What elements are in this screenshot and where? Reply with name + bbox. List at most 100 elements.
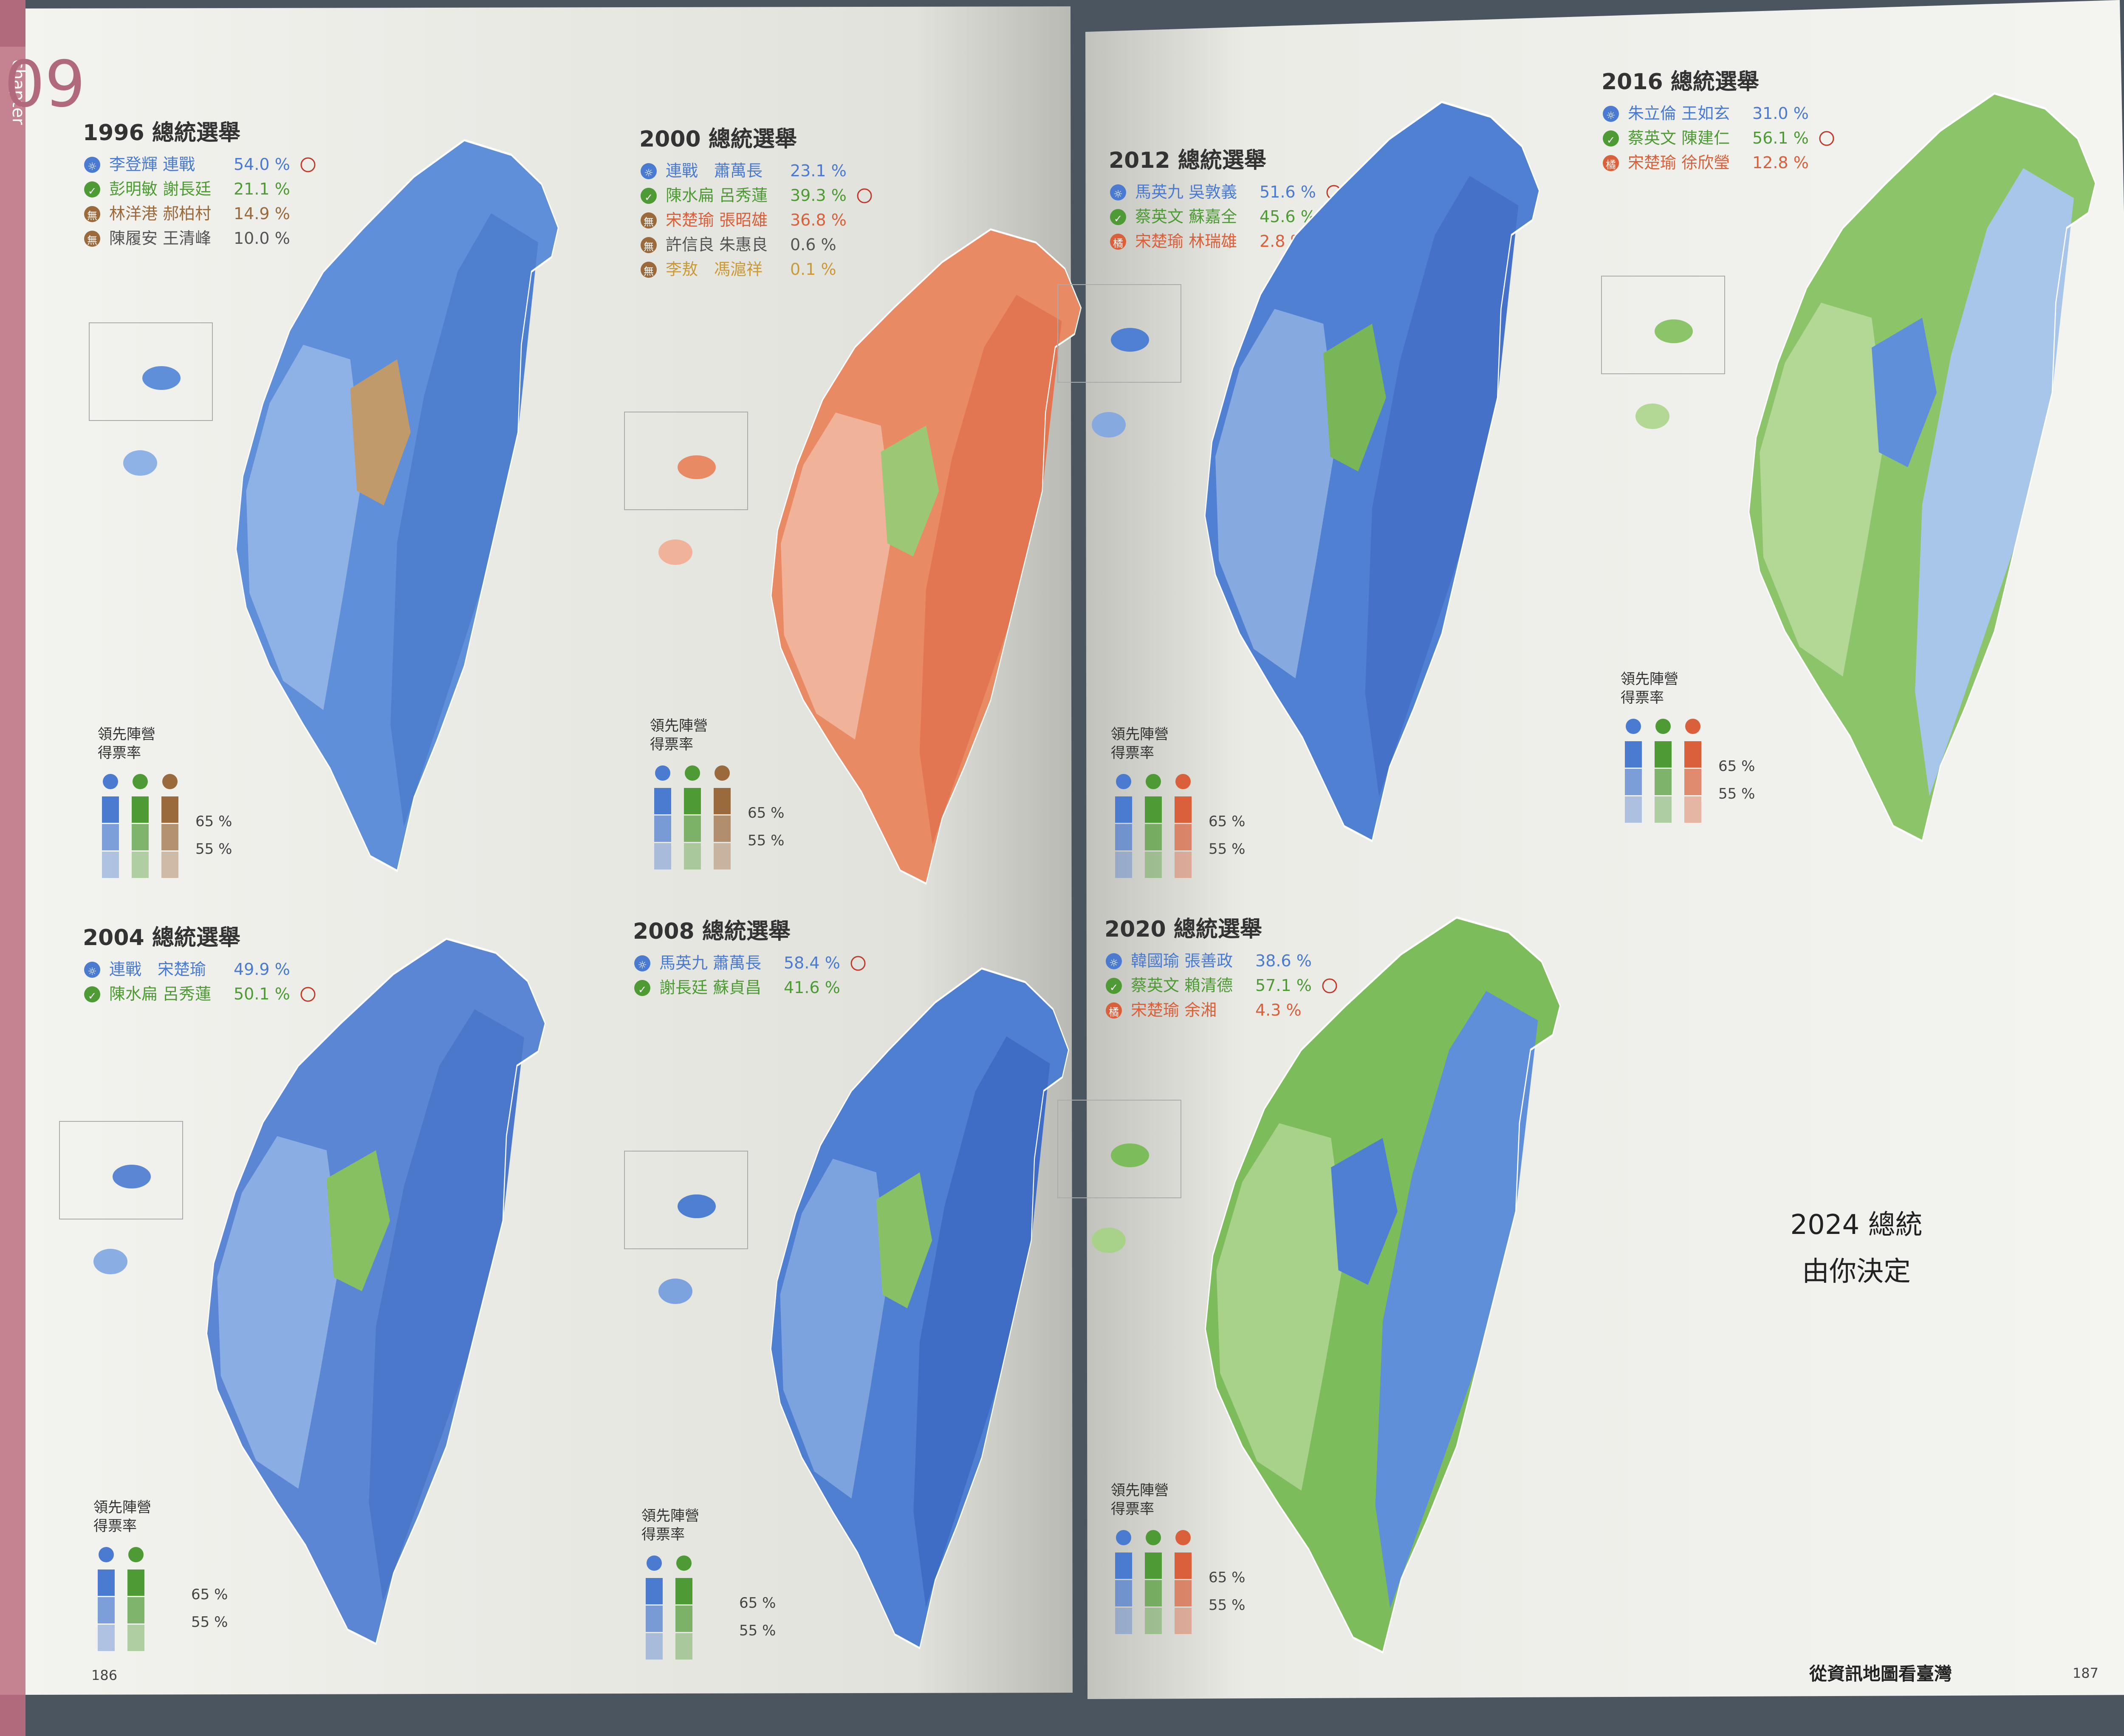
pfp-icon [1175,774,1191,789]
page-number-right: 187 [2073,1665,2099,1681]
legend-swatch [1684,741,1701,768]
candidate-names: 蔡英文 蘇嘉全 [1135,207,1237,226]
legend-swatch [102,796,119,823]
kmt-icon [634,955,650,971]
dpp-icon [1146,774,1161,789]
candidate-pct: 39.3 % [790,186,847,205]
legend-swatch [675,1578,692,1604]
winner-mark-icon [850,956,866,971]
winner-mark-icon [857,188,872,203]
map-east-region [390,213,538,827]
kmt-icon-glyph: ☼ [88,965,97,977]
dpp-icon [128,1547,144,1562]
map-title: 1996 總統選舉 [83,120,240,146]
candidate-names: 宋楚瑜 徐欣瑩 [1628,153,1730,172]
map-center-region [1331,1138,1398,1285]
dpp-icon-glyph: ✓ [88,990,96,1002]
legend-swatch [1175,1608,1192,1634]
dpp-icon [685,765,700,781]
legend-pct-high: 65 % [1209,1569,1245,1586]
winner-mark-icon [300,157,316,172]
legend-swatch [98,1625,115,1651]
chapter-number: 09 [4,48,85,121]
penghu-island [93,1249,127,1274]
dpp-icon-glyph: ✓ [638,984,647,996]
dpp-icon [133,774,148,789]
pfp-icon [1175,1530,1191,1545]
election-map-2020: 2020 總統選舉 ☼ 韓國瑜 張善政 38.6 % ✓ 蔡英文 賴清德 57.1 % 橘 宋楚… [1058,917,1560,1652]
map-west-region [781,412,894,740]
legend-pct-high: 65 % [748,804,784,821]
candidate-pct: 14.9 % [234,204,290,223]
kmt-icon [1603,106,1619,122]
legend-label-share: 得票率 [93,1518,137,1535]
winner-mark-icon [1322,978,1337,994]
legend-swatch [1115,1553,1132,1579]
indep-icon [84,206,100,222]
candidate-names: 許信良 朱惠良 [666,235,768,254]
map-west-region [246,344,364,710]
legend-swatch [98,1569,115,1596]
indep-icon-glyph: 無 [644,216,654,228]
dpp-icon [1106,978,1122,994]
legend-swatch [1115,824,1132,850]
legend-swatch [1625,741,1642,768]
legend-swatch [1145,1580,1162,1606]
candidate-row: 無宋楚瑜 張昭雄 36.8 % [641,211,847,229]
legend-label-leading: 領先陣營 [1111,1482,1169,1499]
pfp-icon-glyph: 橘 [1109,1006,1119,1018]
legend-swatch [1655,769,1672,795]
taiwan-map [236,140,558,871]
map-center-region [876,1172,932,1308]
legend-swatch [1115,852,1132,878]
legend-swatch [1175,796,1192,823]
map-west-region [1215,309,1337,679]
candidate-row: ☼ 連戰 宋楚瑜 49.9 % [84,960,290,979]
map-west-region [1760,302,1886,677]
legend-swatch [1145,1608,1162,1634]
map-west-region [1216,1123,1346,1491]
candidate-row: ✓ 蔡英文 賴清德 57.1 % [1106,976,1337,995]
kmt-icon [1626,719,1641,734]
map-title: 2012 總統選舉 [1109,148,1266,173]
map-east-region [1365,176,1519,797]
candidate-names: 李登輝 連戰 [109,155,195,174]
kinmen-island [1111,1143,1149,1167]
candidate-names: 彭明敏 謝長廷 [109,180,211,198]
legend-pct-low: 55 % [191,1614,228,1631]
map-west-region [217,1136,341,1489]
taiwan-map [1205,917,1560,1652]
candidate-row: ✓ 蔡英文 陳建仁 56.1 % [1603,129,1834,147]
candidate-row: ☼ 馬英九 吳敦義 51.6 % [1110,183,1342,201]
candidate-names: 連戰 蕭萬長 [666,161,763,180]
candidate-row: ☼ 韓國瑜 張善政 38.6 % [1106,951,1312,970]
kinmen-island [1111,328,1149,352]
pfp-icon-glyph: 橘 [1113,237,1123,249]
candidate-names: 陳履安 王清峰 [109,229,211,248]
dpp-icon [634,980,650,996]
legend-pct-low: 55 % [1718,785,1755,802]
candidate-pct: 23.1 % [790,161,847,180]
legend-pct-high: 65 % [1718,758,1755,775]
legend-pct-low: 55 % [748,832,784,849]
legend-swatch [1145,824,1162,850]
map-title: 2020 總統選舉 [1104,917,1262,942]
indep-icon [641,237,657,253]
legend-swatch [1115,1580,1132,1606]
taiwan-map [1205,102,1539,841]
election-map-1996: 1996 總統選舉 ☼ 李登輝 連戰 54.0 % ✓ 彭明敏 謝長廷 21.1 % 無 林洋港… [83,120,558,878]
pfp-icon [1603,155,1619,171]
candidate-names: 馬英九 蕭萬長 [659,954,761,972]
indep-icon [84,231,100,247]
islands-inset-box [624,412,748,510]
legend-swatch [1145,796,1162,823]
legend-label-share: 得票率 [1111,745,1154,762]
candidate-names: 宋楚瑜 余湘 [1131,1001,1217,1019]
indep-icon-glyph: 無 [87,234,97,246]
candidate-pct: 51.6 % [1260,183,1316,201]
legend-swatch [1655,796,1672,823]
legend-swatch [1175,1580,1192,1606]
